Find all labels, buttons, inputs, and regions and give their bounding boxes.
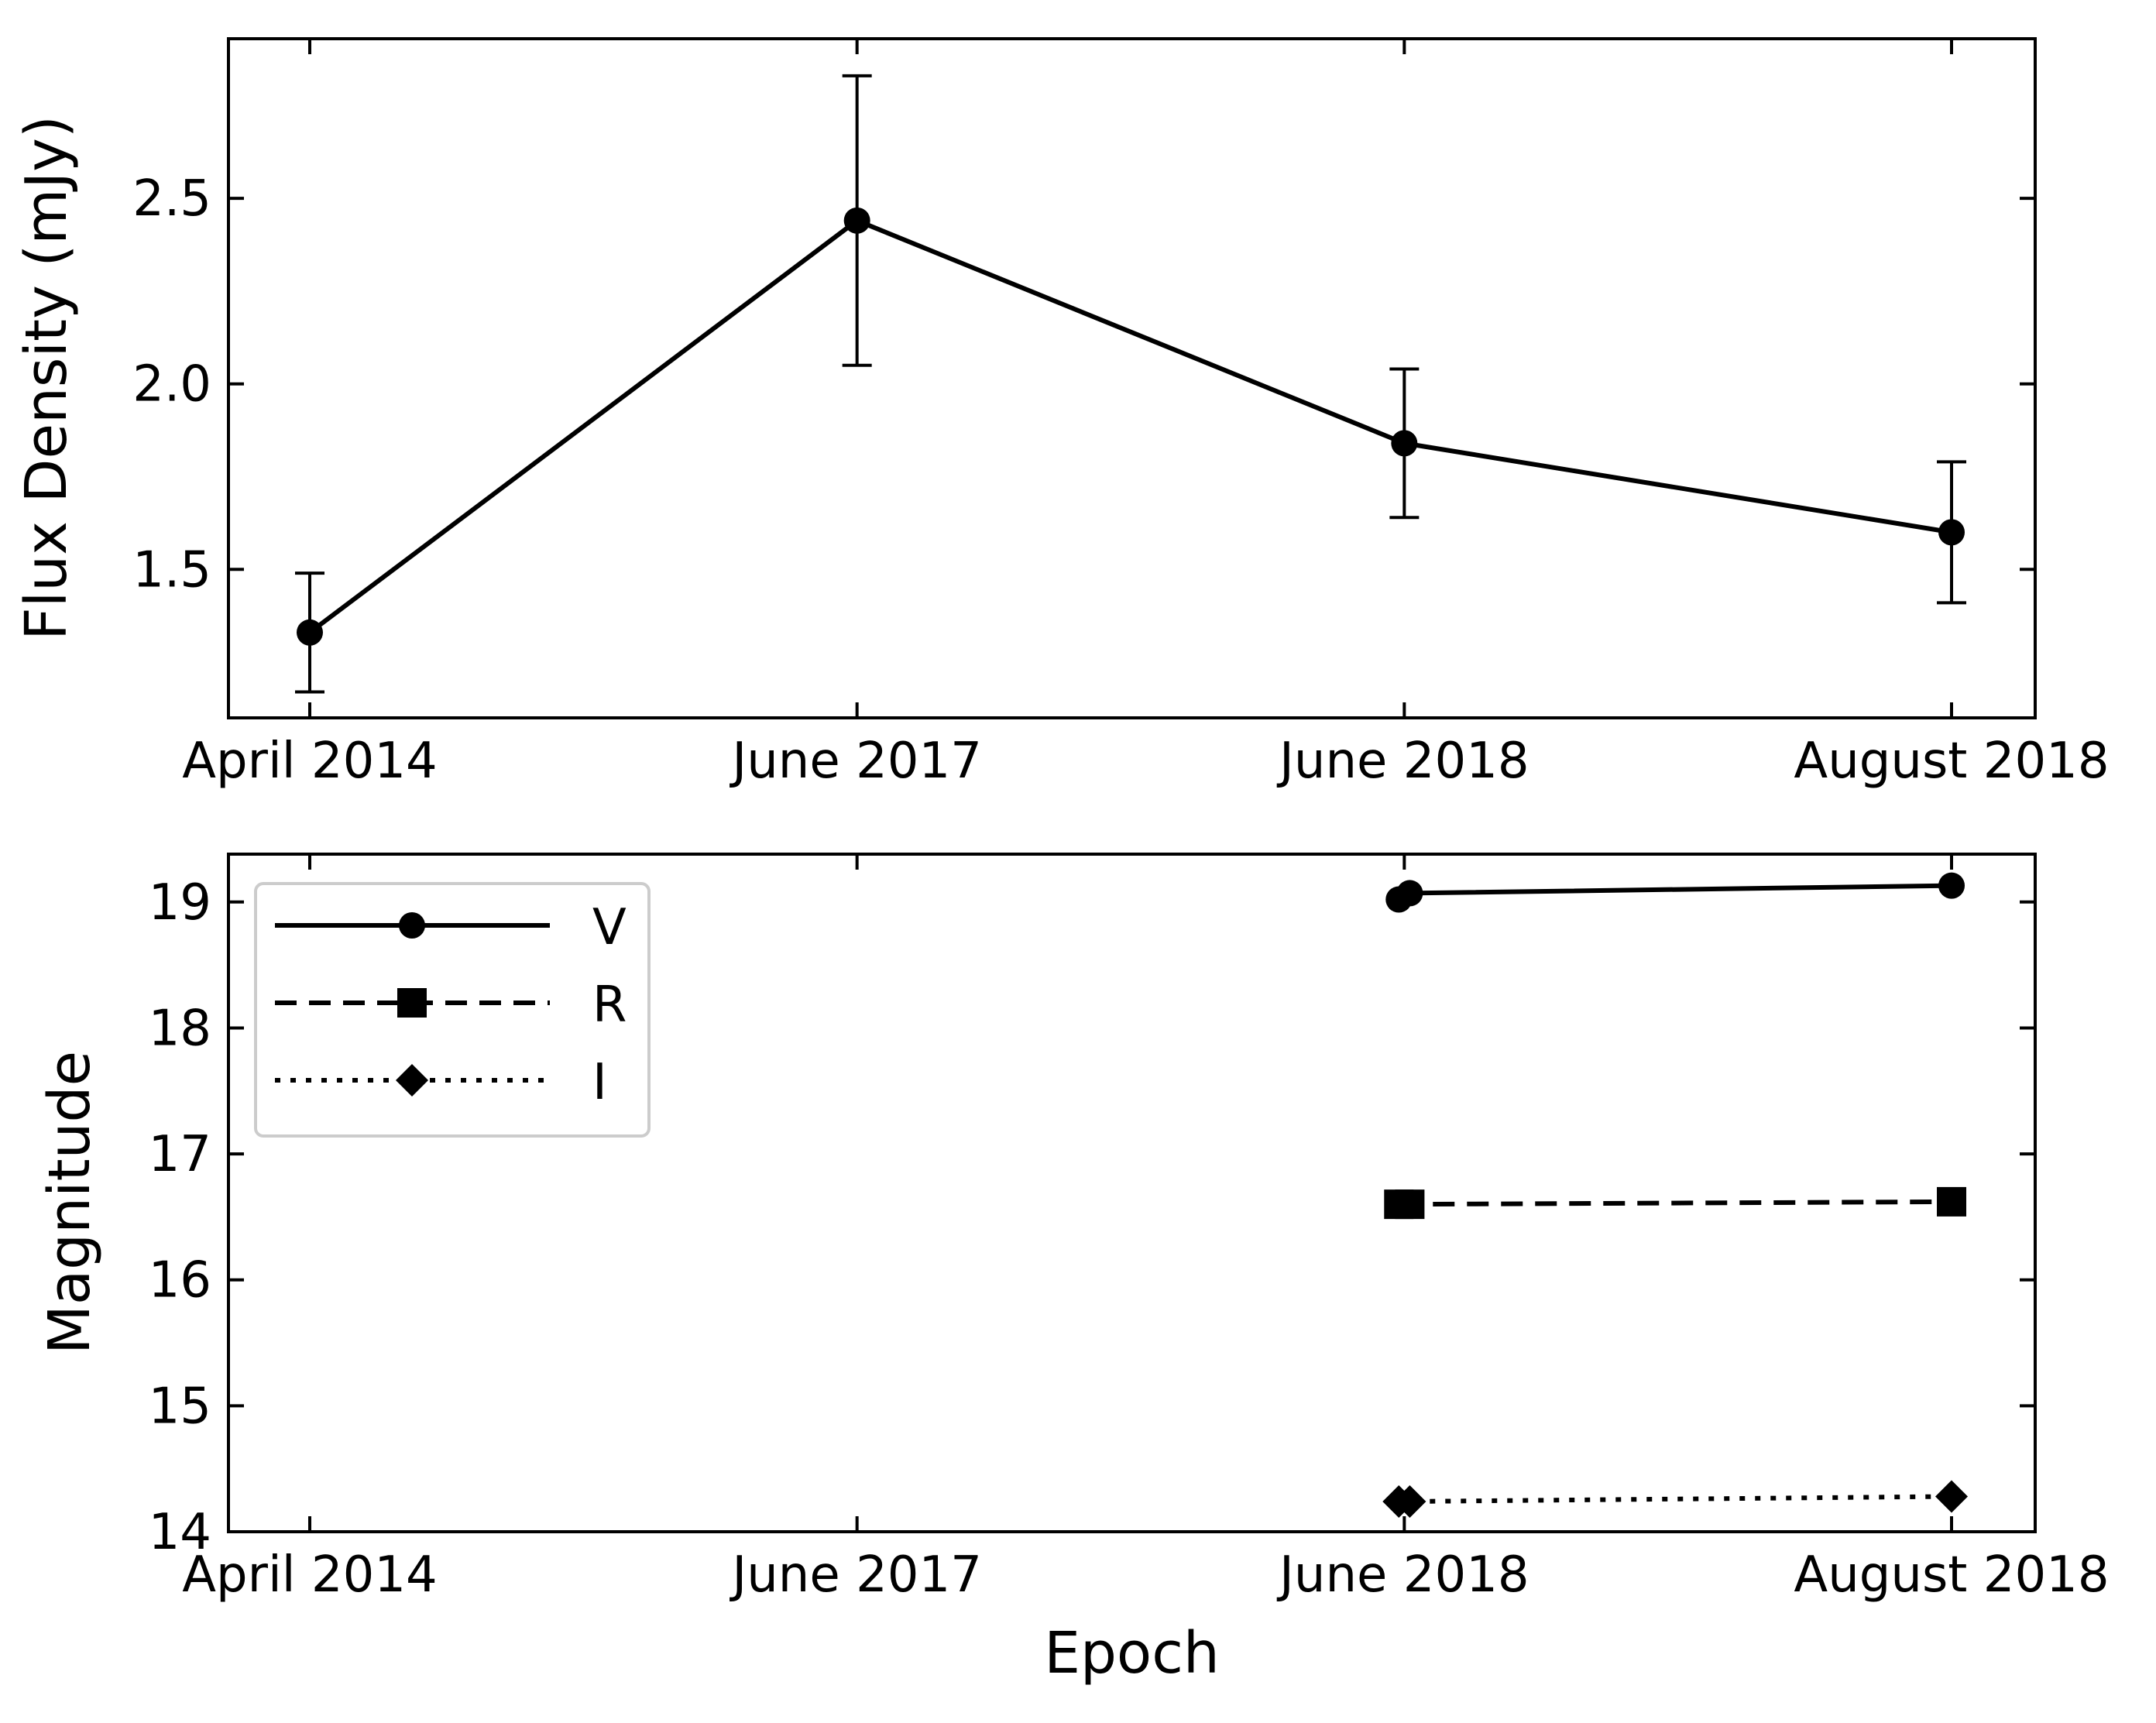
x-tick-label: August 2018 [1794,733,2109,790]
y-tick-label: 16 [149,1252,211,1309]
y-tick-label: 18 [149,1000,211,1057]
y-tick-label: 19 [149,874,211,932]
magnitude-panel: 14 15 16 17 18 19 April 2014 June 2017 June 2018… [36,853,2110,1687]
series-line-r [1399,1199,1952,1207]
data-point [1391,430,1418,457]
y-axis-label: Flux Density (mJy) [13,115,80,640]
data-point [297,619,323,646]
legend-marker-i [396,1064,428,1097]
x-tick-label: April 2014 [182,733,438,790]
y-tick-label: 2.5 [132,170,211,228]
data-point [1935,1480,1969,1513]
x-tick-label: June 2017 [729,1546,982,1604]
data-point [843,207,870,234]
data-point [1938,872,1965,899]
series-line-i [1399,1494,1952,1504]
data-point [1393,1484,1426,1518]
data-point [1395,1189,1425,1220]
x-axis-label: Epoch [1044,1620,1220,1687]
y-tick-label: 17 [149,1126,211,1183]
legend: VRI [254,882,651,1138]
x-tick-label: April 2014 [182,1546,438,1604]
legend-label-r: R [592,976,627,1034]
y-axis-label: Magnitude [36,1051,103,1354]
axes-frame [227,37,2037,719]
legend-box [254,882,651,1138]
x-tick-label: June 2018 [1276,733,1529,790]
x-tick-label: August 2018 [1794,1546,2109,1604]
data-point [1937,1186,1967,1217]
legend-marker-v [399,912,425,939]
y-tick-label: 15 [149,1378,211,1435]
axes-frame [227,853,2037,1533]
legend-label-v: V [592,899,627,956]
y-tick-label: 1.5 [132,541,211,599]
series-line-v [1397,883,1952,902]
legend-marker-r [397,988,427,1018]
y-tick-label: 2.0 [132,356,211,414]
legend-label-i: I [592,1054,607,1111]
y-tick-label: 14 [149,1504,211,1561]
series-line-flux-density [308,218,1952,635]
data-point [1396,880,1423,907]
flux-density-panel: 1.5 2.0 2.5 April 2014 June 2017 June 2018 Aug… [13,37,2110,790]
x-tick-label: June 2017 [729,733,982,790]
x-tick-label: June 2018 [1276,1546,1529,1604]
data-point [1938,519,1965,546]
